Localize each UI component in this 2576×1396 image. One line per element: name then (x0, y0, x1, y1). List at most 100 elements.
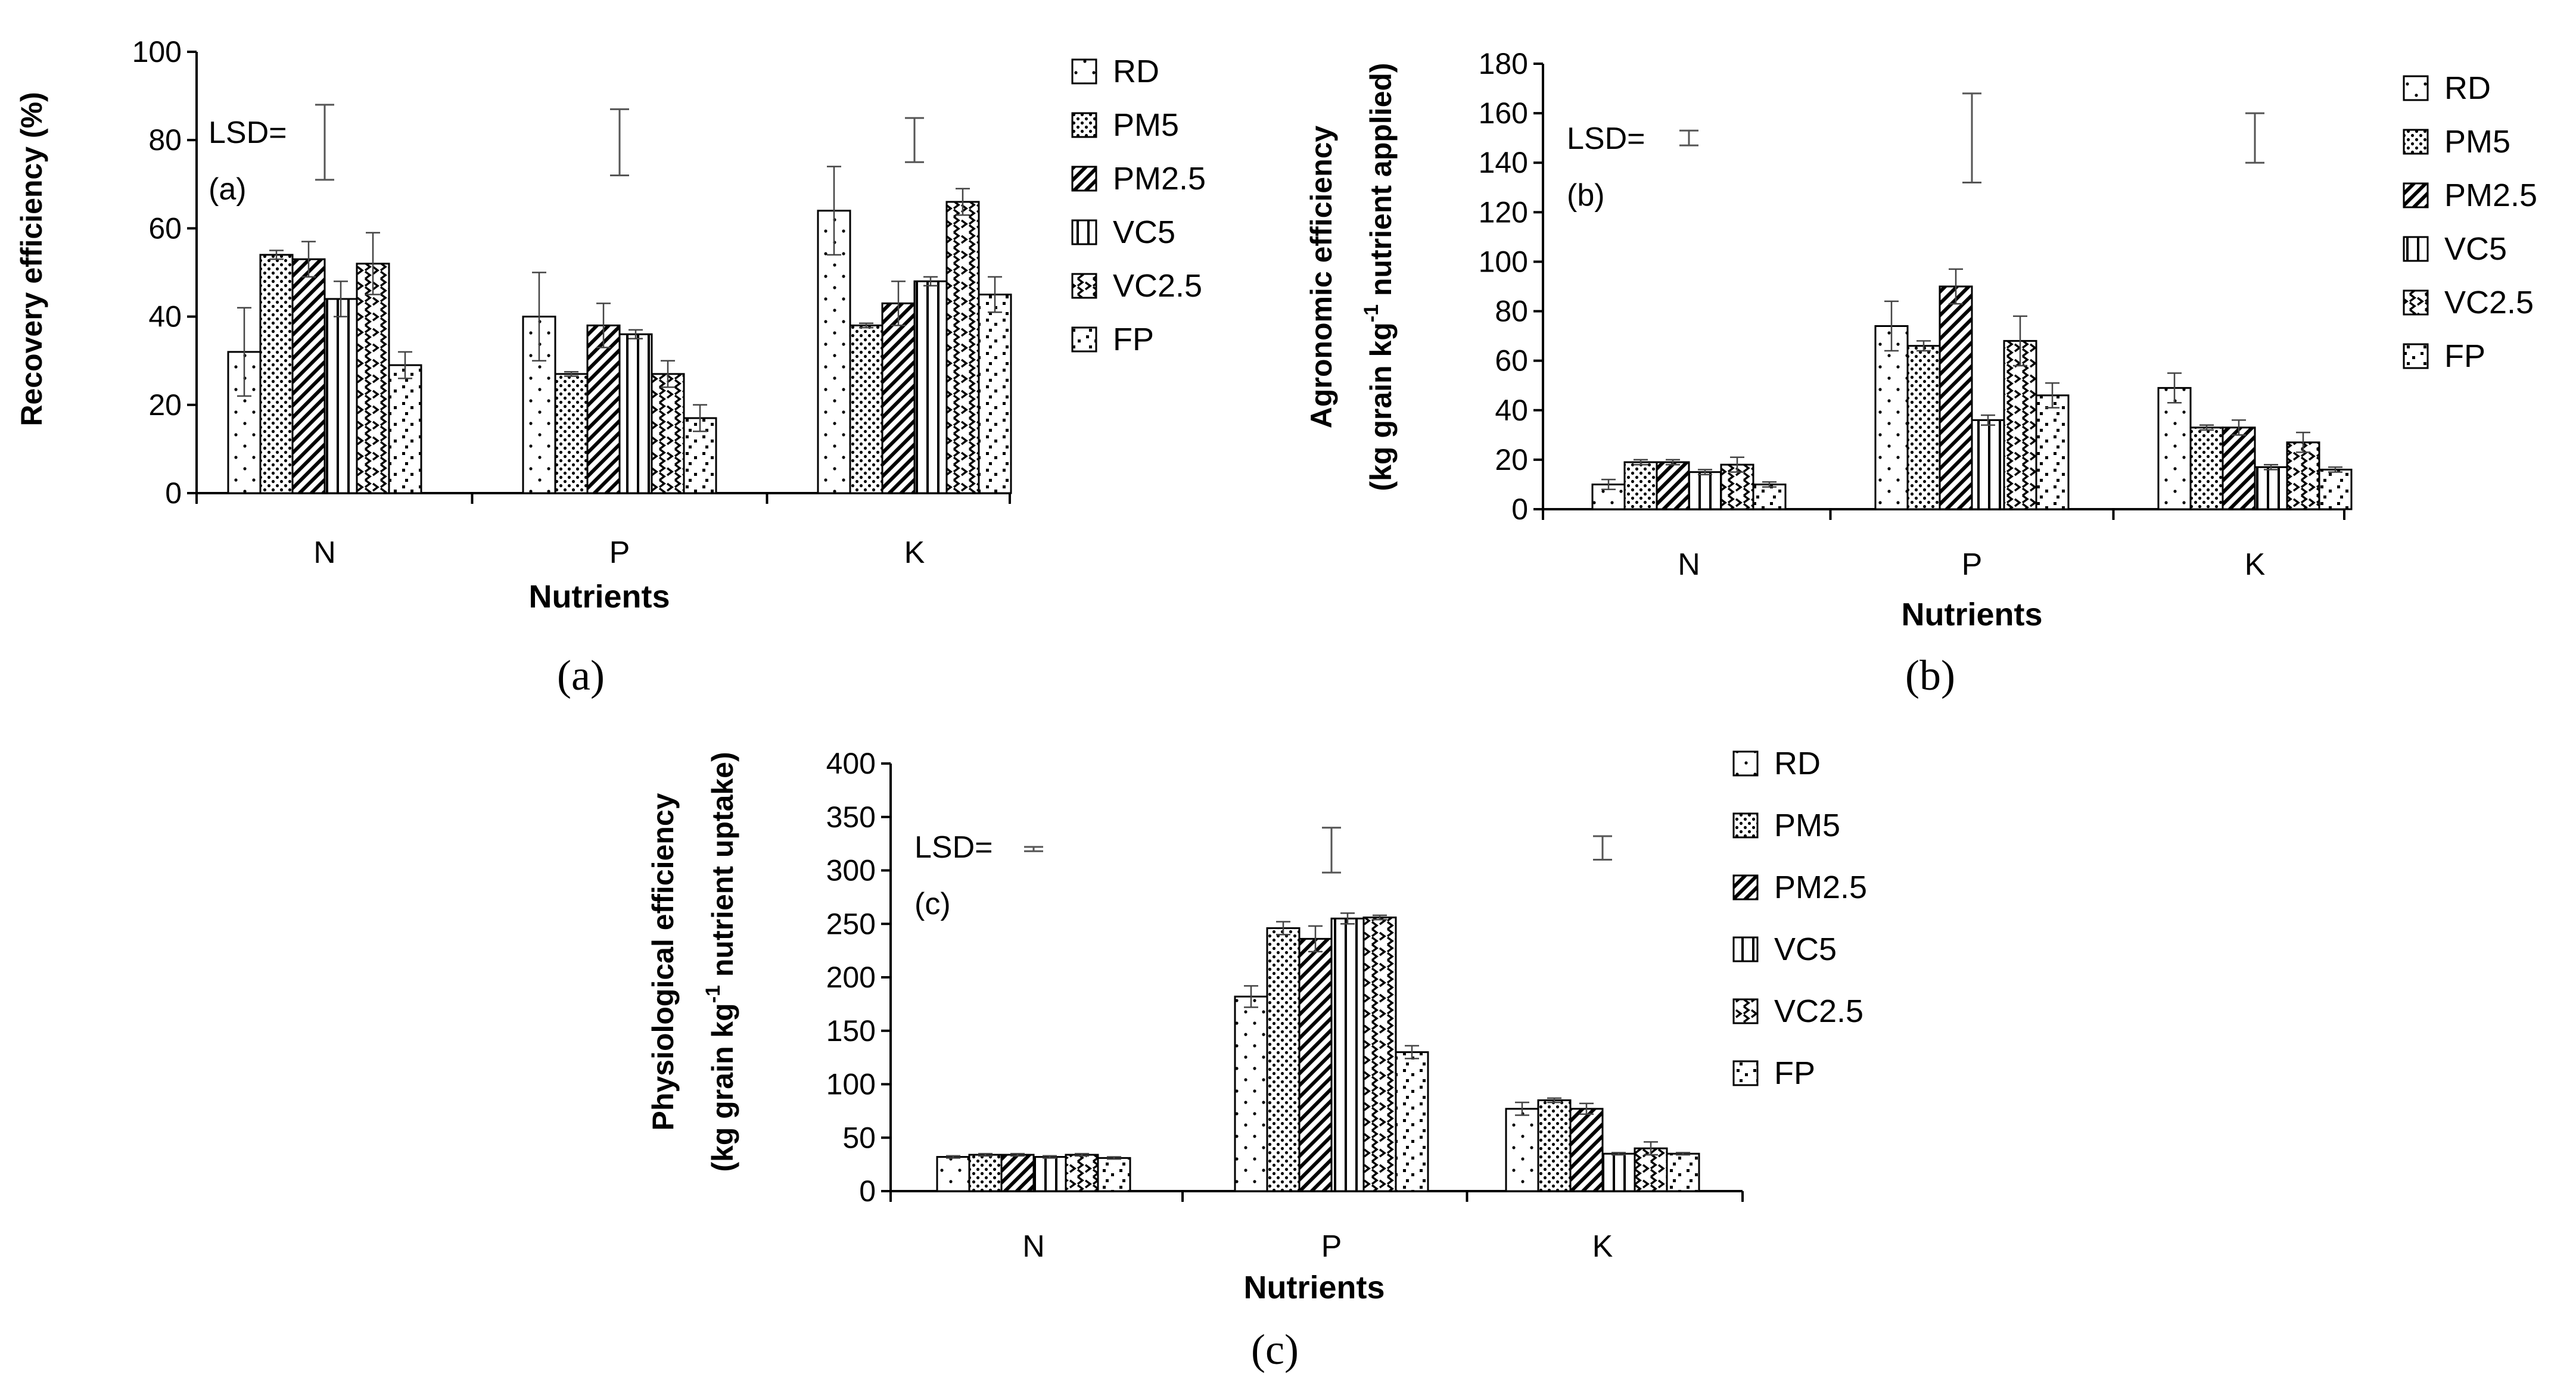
bar (1298, 937, 1333, 1192)
legend-label: PM5 (1774, 808, 1840, 843)
legend-swatch (1732, 1060, 1759, 1086)
x-axis-title: Nutrients (528, 579, 670, 615)
legend-label: PM2.5 (2444, 177, 2537, 213)
y-tick-label: 0 (165, 476, 182, 510)
legend-swatch (2403, 182, 2429, 208)
y-axis-title-line1: Agronomic efficiency (1305, 126, 1338, 429)
bar (1065, 1154, 1099, 1192)
legend-swatch (2403, 343, 2429, 369)
bar (554, 373, 589, 494)
x-tick-label: K (1592, 1229, 1613, 1264)
y-tick-label: 20 (1495, 443, 1528, 476)
bar (1752, 483, 1787, 510)
legend-label: VC5 (1774, 931, 1837, 967)
y-tick-label: 200 (826, 961, 876, 994)
legend-label: RD (1113, 54, 1159, 89)
lsd-label: LSD= (209, 116, 287, 150)
bar (1939, 285, 1973, 510)
bar (881, 302, 916, 494)
bar (2157, 387, 2192, 510)
x-tick-label: K (2245, 547, 2266, 582)
x-axis-title: Nutrients (1243, 1270, 1385, 1305)
bar (1395, 1051, 1429, 1192)
bar (1362, 916, 1397, 1192)
x-tick-label: K (904, 535, 925, 570)
y-axis-title: Recovery efficiency (%) (15, 92, 48, 426)
x-tick-label: N (1022, 1229, 1045, 1264)
y-tick-label: 100 (132, 35, 182, 68)
bar (388, 364, 422, 494)
bar (1330, 917, 1365, 1192)
bar (945, 201, 980, 494)
y-tick-label: 100 (1479, 245, 1528, 278)
legend-label: FP (2444, 338, 2485, 374)
y-tick-label: 0 (1511, 493, 1528, 526)
legend-swatch (1732, 998, 1759, 1024)
y-tick-label: 60 (148, 211, 182, 245)
legend-label: PM5 (2444, 124, 2510, 160)
legend-swatch (1071, 166, 1097, 192)
y-tick-label: 120 (1479, 195, 1528, 229)
y-tick-label: 0 (859, 1174, 876, 1208)
bar (913, 280, 948, 494)
y-tick-label: 150 (826, 1014, 876, 1048)
y-tick-label: 100 (826, 1068, 876, 1101)
figure-caption: (b) (1905, 652, 1955, 699)
y-tick-label: 40 (1495, 394, 1528, 427)
bar (1601, 1152, 1636, 1192)
bar (2318, 469, 2353, 510)
y-tick-label: 300 (826, 854, 876, 887)
bar (1537, 1099, 1572, 1192)
y-tick-label: 80 (1495, 295, 1528, 328)
bar (1874, 325, 1909, 510)
y-tick-label: 180 (1479, 47, 1528, 80)
legend-swatch (1732, 936, 1759, 962)
bar (2189, 426, 2224, 510)
y-axis-title-line1: Physiological efficiency (646, 793, 680, 1130)
y-axis-title-line2-post: nutrient applied) (1364, 63, 1398, 304)
legend-label: RD (1774, 746, 1821, 781)
y-axis-title-line2-pre: (kg grain kg (1364, 322, 1398, 491)
y-tick-label: 140 (1479, 146, 1528, 179)
legend-label: FP (1774, 1055, 1815, 1091)
bar (651, 373, 685, 494)
legend-label: RD (2444, 70, 2491, 106)
bar (936, 1156, 970, 1192)
legend-label: VC5 (1113, 214, 1175, 250)
y-tick-label: 160 (1479, 96, 1528, 130)
bar (1666, 1152, 1700, 1192)
y-axis-title-sup: -1 (702, 985, 724, 1003)
bar (356, 263, 390, 494)
bar (2035, 394, 2070, 510)
y-tick-label: 50 (842, 1121, 876, 1154)
y-axis-title-line2: (kg grain kg-1 nutrient uptake) (702, 752, 739, 1171)
legend-label: VC5 (2444, 231, 2507, 267)
y-tick-label: 20 (148, 388, 182, 422)
bar (1688, 471, 1722, 510)
y-tick-label: 80 (148, 123, 182, 157)
bar (259, 254, 294, 494)
y-tick-label: 400 (826, 747, 876, 780)
lsd-label: LSD= (914, 830, 993, 865)
chart-panel-c: Physiological efficiency (kg grain kg-1 … (646, 746, 1867, 1373)
legend-label: PM2.5 (1113, 161, 1206, 197)
legend-swatch (1071, 112, 1097, 138)
bar (2254, 466, 2288, 510)
legend-swatch (1071, 58, 1097, 85)
figure-caption: (c) (1251, 1326, 1299, 1373)
y-tick-label: 350 (826, 800, 876, 834)
y-tick-label: 40 (148, 300, 182, 334)
bar (2222, 426, 2256, 510)
x-tick-label: N (1678, 547, 1700, 582)
y-axis-title-line2-pre: (kg grain kg (706, 1003, 739, 1171)
y-tick-label: 60 (1495, 344, 1528, 378)
legend-label: VC2.5 (2444, 285, 2534, 320)
legend-label: VC2.5 (1113, 268, 1202, 304)
y-axis-title-line2-post: nutrient uptake) (706, 752, 739, 985)
bar (291, 258, 326, 494)
bar (586, 324, 621, 494)
lsd-label: LSD= (1567, 121, 1645, 156)
legend-swatch (1732, 750, 1759, 777)
chart-panel-a: Recovery efficiency (%) Nutrients LSD= (… (15, 35, 1206, 699)
